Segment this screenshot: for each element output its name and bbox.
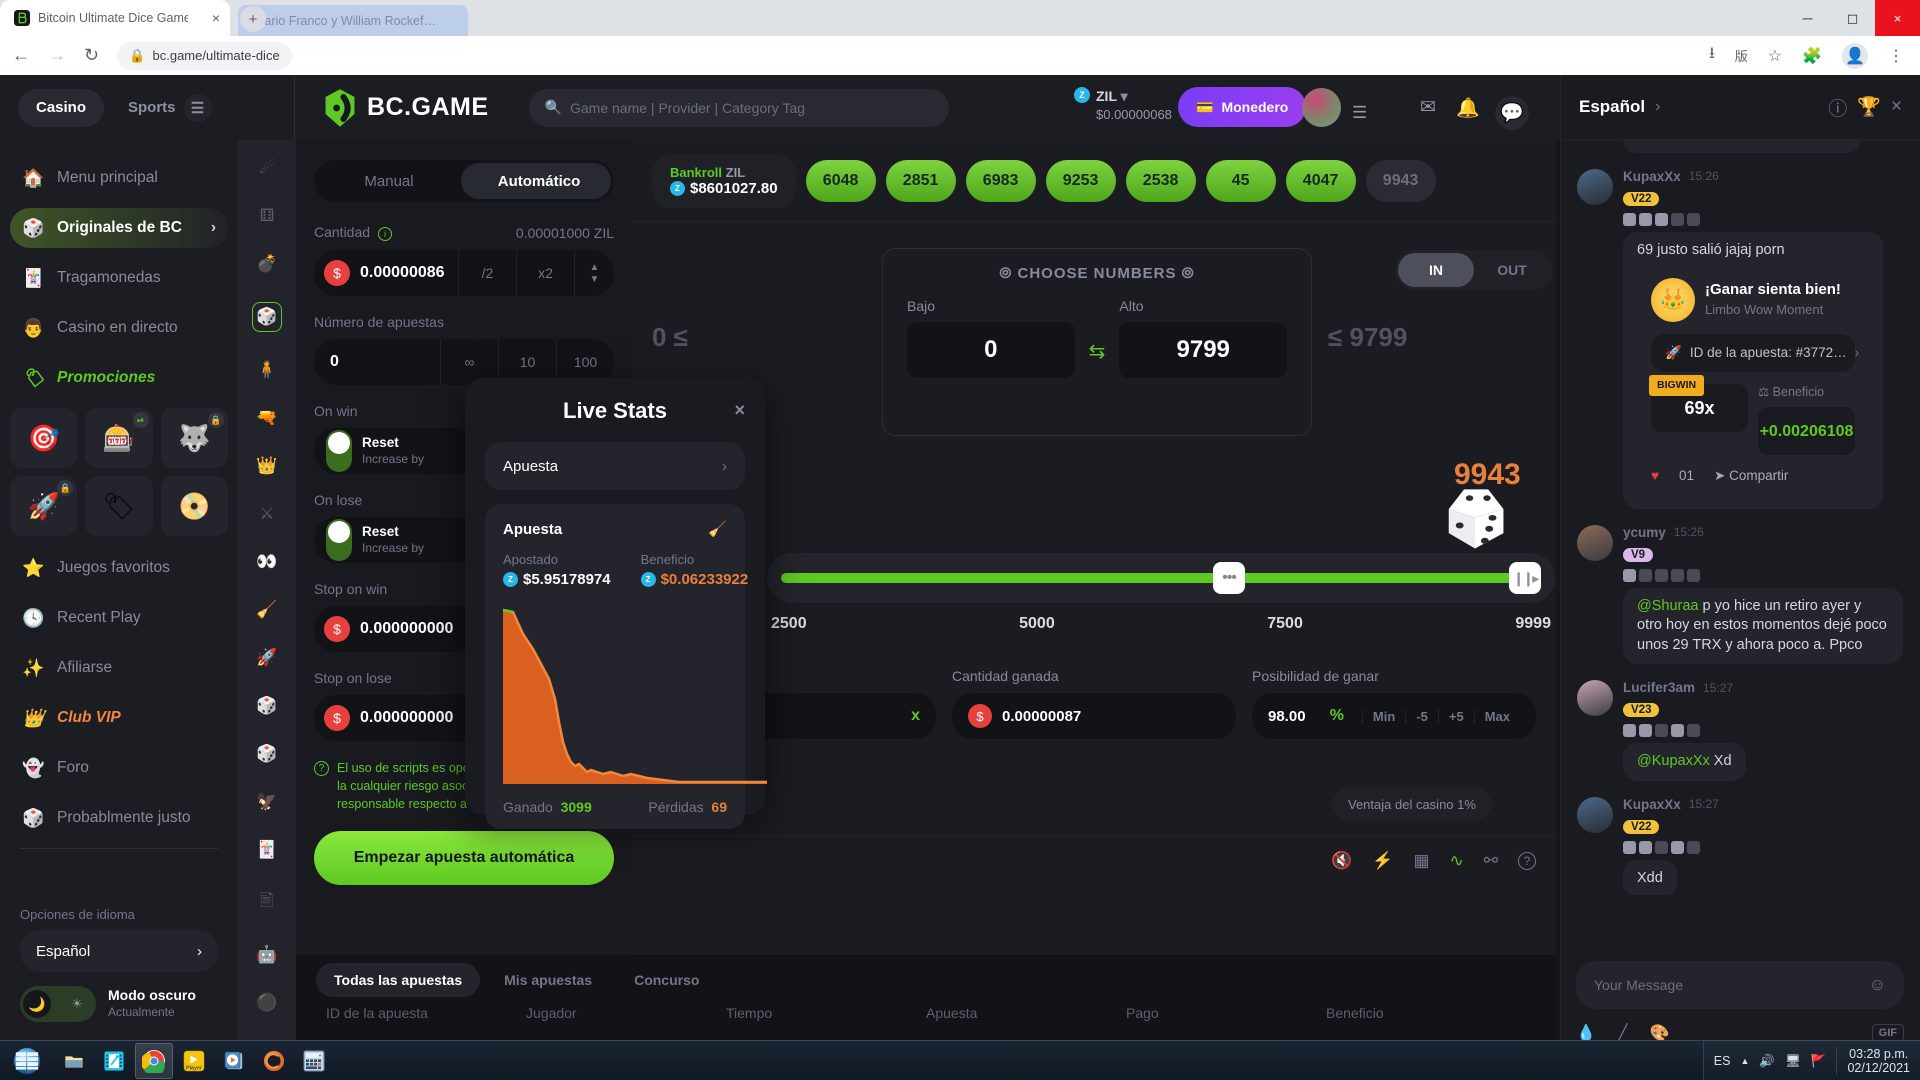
svg-text:Player: Player (186, 1065, 202, 1071)
